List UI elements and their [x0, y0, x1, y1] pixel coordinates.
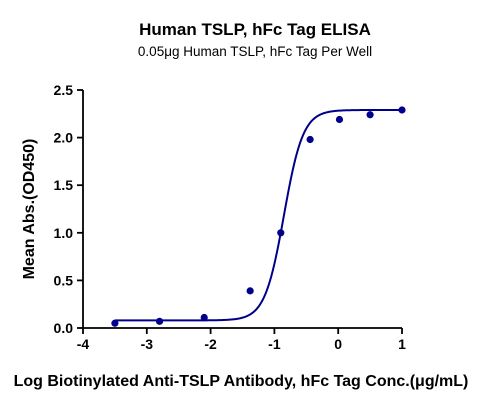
y-tick-label: 1.5 — [54, 177, 74, 193]
y-tick-label: 0.5 — [54, 272, 74, 288]
fit-curve-layer — [114, 108, 402, 322]
chart-title: Human TSLP, hFc Tag ELISA — [139, 20, 371, 39]
chart-subtitle: 0.05μg Human TSLP, hFc Tag Per Well — [138, 44, 372, 59]
data-point — [398, 106, 406, 114]
y-tick-label: 0.0 — [54, 320, 74, 336]
x-tick-label: -4 — [77, 336, 90, 352]
y-tick-label: 2.5 — [54, 82, 74, 98]
data-point — [155, 317, 164, 325]
x-axis-label: Log Biotinylated Anti-TSLP Antibody, hFc… — [14, 373, 469, 390]
data-point — [335, 115, 344, 124]
data-point — [246, 287, 254, 295]
data-point — [200, 313, 208, 322]
x-tick-label: -2 — [204, 336, 217, 352]
data-point — [111, 319, 119, 327]
y-axis-label: Mean Abs.(OD450) — [21, 139, 38, 280]
x-tick-label: 1 — [398, 336, 406, 352]
axes: 0.0 0.5 1.0 1.5 2.0 2.5 -4 -3 -2 -1 0 1 — [54, 82, 407, 352]
y-tick-label: 2.0 — [54, 130, 74, 146]
x-tick-label: 0 — [334, 336, 342, 352]
x-tick-label: -1 — [268, 336, 281, 352]
data-points-layer — [111, 106, 406, 327]
data-point — [306, 135, 314, 144]
x-tick-label: -3 — [141, 336, 154, 352]
fit-curve — [114, 108, 402, 322]
data-point — [366, 111, 374, 119]
data-point — [277, 229, 285, 237]
y-tick-label: 1.0 — [54, 225, 74, 241]
